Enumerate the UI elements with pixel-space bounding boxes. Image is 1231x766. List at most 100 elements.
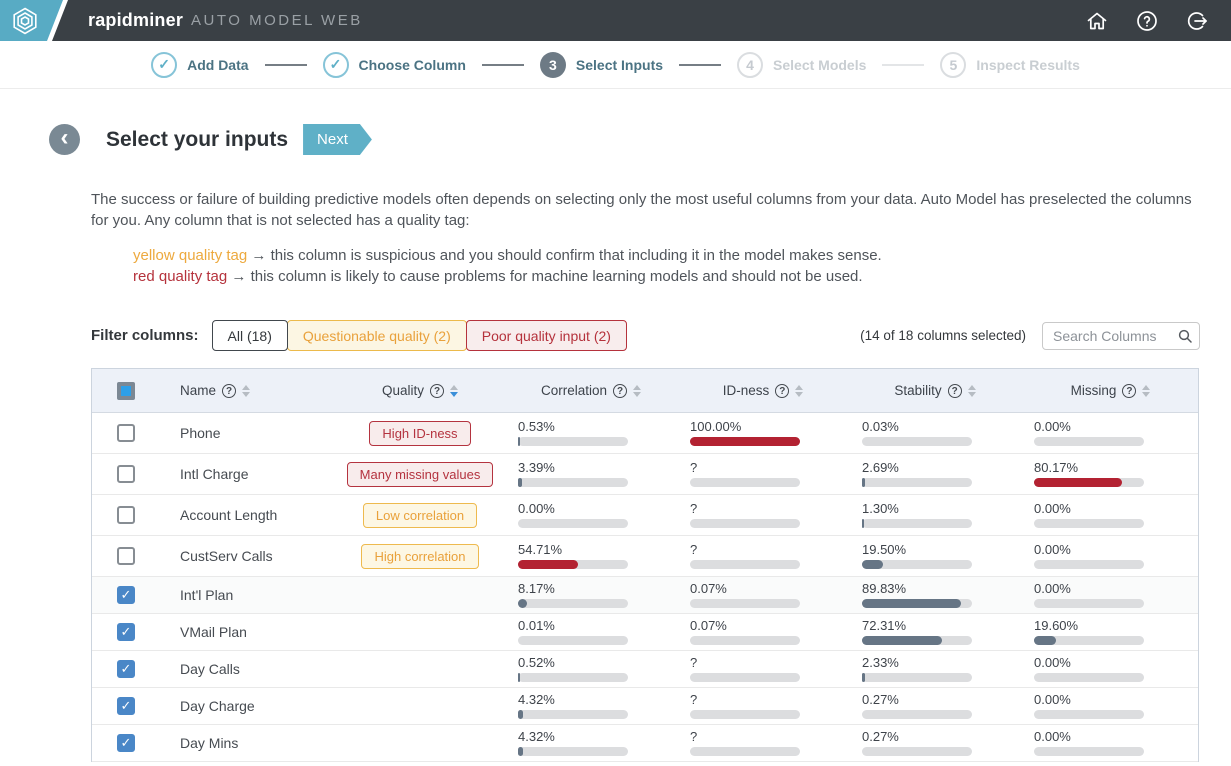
help-icon[interactable] bbox=[1135, 9, 1159, 33]
sign-out-icon[interactable] bbox=[1185, 9, 1209, 33]
sort-arrows[interactable] bbox=[633, 384, 642, 397]
search-columns-input[interactable] bbox=[1042, 321, 1200, 350]
column-name: Int'l Plan bbox=[180, 587, 234, 603]
page-title: Select your inputs bbox=[106, 127, 289, 151]
row-checkbox-cell bbox=[92, 536, 160, 576]
next-button[interactable]: Next bbox=[303, 124, 372, 155]
metric-bar bbox=[862, 673, 972, 683]
metric-value: ? bbox=[690, 459, 698, 475]
quality-cell bbox=[335, 651, 505, 687]
metric-bar bbox=[862, 478, 972, 488]
quality-tag: High correlation bbox=[361, 543, 479, 569]
help-icon[interactable] bbox=[1122, 383, 1137, 398]
metric-bar bbox=[518, 519, 628, 529]
row-checkbox[interactable] bbox=[117, 586, 135, 604]
row-checkbox[interactable] bbox=[117, 506, 135, 524]
metric-value: 19.60% bbox=[1034, 617, 1079, 633]
table-row: Int'l Plan 8.17% 0.07% 89.83% 0.00% bbox=[92, 577, 1198, 614]
step-inspect-results: 5 Inspect Results bbox=[940, 51, 1080, 78]
help-icon[interactable] bbox=[613, 383, 628, 398]
metric-bar bbox=[690, 636, 800, 646]
sort-arrows[interactable] bbox=[967, 384, 976, 397]
idness-metric: 100.00% bbox=[677, 413, 849, 453]
metric-bar bbox=[862, 560, 972, 570]
missing-metric: 0.00% bbox=[1021, 495, 1200, 535]
table-header-row: Name Quality Correlation ID-ness Stabili bbox=[92, 369, 1198, 413]
filter-questionable-button[interactable]: Questionable quality (2) bbox=[286, 320, 467, 351]
metric-value: ? bbox=[690, 500, 698, 516]
metric-bar bbox=[518, 636, 628, 646]
header-stability[interactable]: Stability bbox=[849, 369, 1021, 412]
missing-metric: 0.00% bbox=[1021, 536, 1200, 576]
step-select-inputs[interactable]: 3 Select Inputs bbox=[539, 51, 663, 78]
filter-all-button[interactable]: All (18) bbox=[211, 320, 288, 351]
progress-stepper: Add Data Choose Column 3 Select Inputs 4… bbox=[0, 41, 1231, 89]
header-name[interactable]: Name bbox=[160, 369, 335, 412]
description-text: The success or failure of building predi… bbox=[91, 191, 1192, 229]
correlation-metric: 0.01% bbox=[505, 614, 677, 650]
metric-bar bbox=[518, 560, 628, 570]
metric-bar bbox=[690, 673, 800, 683]
header-quality[interactable]: Quality bbox=[335, 369, 505, 412]
row-checkbox-cell bbox=[92, 454, 160, 494]
correlation-metric: 4.32% bbox=[505, 725, 677, 761]
select-all-checkbox[interactable] bbox=[117, 381, 135, 400]
filter-poor-button[interactable]: Poor quality input (2) bbox=[465, 320, 627, 351]
metric-value: 0.00% bbox=[1034, 580, 1071, 596]
step-connector bbox=[679, 63, 722, 66]
idness-metric: ? bbox=[677, 454, 849, 494]
metric-bar bbox=[862, 636, 972, 646]
metric-value: ? bbox=[690, 691, 698, 707]
metric-bar bbox=[690, 747, 800, 757]
table-row: CustServ Calls High correlation 54.71%? 19.… bbox=[92, 536, 1198, 577]
missing-metric: 0.00% bbox=[1021, 577, 1200, 613]
quality-tag-legend: yellow quality tag → this column is susp… bbox=[91, 245, 1200, 287]
help-icon[interactable] bbox=[775, 383, 790, 398]
column-name: CustServ Calls bbox=[180, 548, 273, 564]
metric-value: ? bbox=[690, 728, 698, 744]
help-icon[interactable] bbox=[222, 383, 237, 398]
metric-bar bbox=[862, 437, 972, 447]
step-connector bbox=[264, 63, 307, 66]
column-name: Intl Charge bbox=[180, 466, 249, 482]
row-checkbox[interactable] bbox=[117, 547, 135, 565]
metric-value: 0.27% bbox=[862, 691, 899, 707]
metric-bar bbox=[518, 710, 628, 720]
header-correlation[interactable]: Correlation bbox=[505, 369, 677, 412]
header-missing[interactable]: Missing bbox=[1021, 369, 1200, 412]
sort-arrows[interactable] bbox=[450, 384, 459, 397]
back-button[interactable] bbox=[49, 124, 80, 155]
brand-suffix: AUTO MODEL WEB bbox=[191, 12, 363, 29]
row-checkbox[interactable] bbox=[117, 424, 135, 442]
sort-arrows[interactable] bbox=[242, 384, 251, 397]
sort-arrows[interactable] bbox=[795, 384, 804, 397]
metric-value: 3.39% bbox=[518, 459, 555, 475]
row-checkbox[interactable] bbox=[117, 660, 135, 678]
metric-bar bbox=[690, 710, 800, 720]
step-add-data[interactable]: Add Data bbox=[151, 51, 249, 78]
help-icon[interactable] bbox=[947, 383, 962, 398]
metric-bar bbox=[1034, 747, 1144, 757]
header-idness[interactable]: ID-ness bbox=[677, 369, 849, 412]
row-checkbox-cell bbox=[92, 413, 160, 453]
step-choose-column[interactable]: Choose Column bbox=[322, 51, 466, 78]
missing-metric: 0.00% bbox=[1021, 688, 1200, 724]
stability-metric: 2.33% bbox=[849, 651, 1021, 687]
row-checkbox[interactable] bbox=[117, 734, 135, 752]
row-checkbox[interactable] bbox=[117, 465, 135, 483]
missing-metric: 0.00% bbox=[1021, 725, 1200, 761]
step-number-badge: 3 bbox=[539, 51, 566, 78]
metric-bar bbox=[1034, 599, 1144, 609]
row-checkbox[interactable] bbox=[117, 623, 135, 641]
sort-arrows[interactable] bbox=[1142, 384, 1151, 397]
metric-bar bbox=[1034, 560, 1144, 570]
help-icon[interactable] bbox=[430, 383, 445, 398]
table-row: Day Calls 0.52%? 2.33% 0.00% bbox=[92, 651, 1198, 688]
row-checkbox[interactable] bbox=[117, 697, 135, 715]
metric-bar bbox=[690, 437, 800, 447]
column-name: Day Calls bbox=[180, 661, 240, 677]
metric-bar bbox=[862, 747, 972, 757]
home-icon[interactable] bbox=[1085, 9, 1109, 33]
metric-bar bbox=[1034, 710, 1144, 720]
idness-metric: ? bbox=[677, 688, 849, 724]
